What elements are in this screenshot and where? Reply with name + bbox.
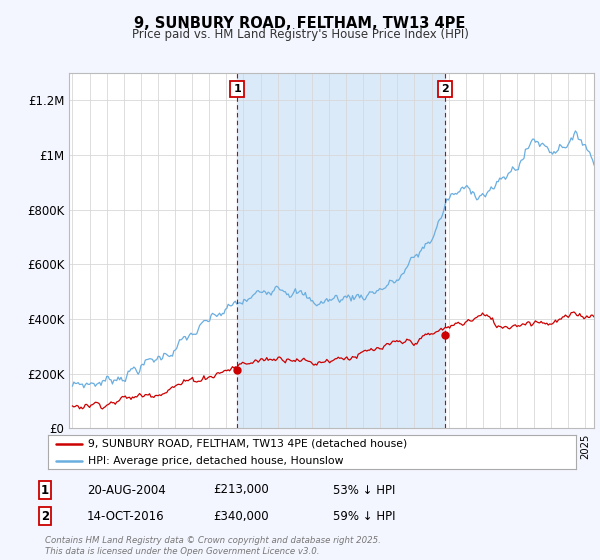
Text: Contains HM Land Registry data © Crown copyright and database right 2025.
This d: Contains HM Land Registry data © Crown c… (45, 536, 381, 556)
Text: 1: 1 (41, 483, 49, 497)
Text: HPI: Average price, detached house, Hounslow: HPI: Average price, detached house, Houn… (88, 456, 343, 465)
Text: 14-OCT-2016: 14-OCT-2016 (87, 510, 164, 523)
Text: 2: 2 (441, 84, 449, 94)
Text: Price paid vs. HM Land Registry's House Price Index (HPI): Price paid vs. HM Land Registry's House … (131, 28, 469, 41)
Text: 1: 1 (233, 84, 241, 94)
Text: 53% ↓ HPI: 53% ↓ HPI (333, 483, 395, 497)
Text: £213,000: £213,000 (213, 483, 269, 497)
Text: £340,000: £340,000 (213, 510, 269, 523)
Text: 20-AUG-2004: 20-AUG-2004 (87, 483, 166, 497)
Text: 59% ↓ HPI: 59% ↓ HPI (333, 510, 395, 523)
Text: 2: 2 (41, 510, 49, 523)
Bar (237, 73, 445, 428)
Text: 9, SUNBURY ROAD, FELTHAM, TW13 4PE: 9, SUNBURY ROAD, FELTHAM, TW13 4PE (134, 16, 466, 31)
Text: 9, SUNBURY ROAD, FELTHAM, TW13 4PE (detached house): 9, SUNBURY ROAD, FELTHAM, TW13 4PE (deta… (88, 439, 407, 449)
